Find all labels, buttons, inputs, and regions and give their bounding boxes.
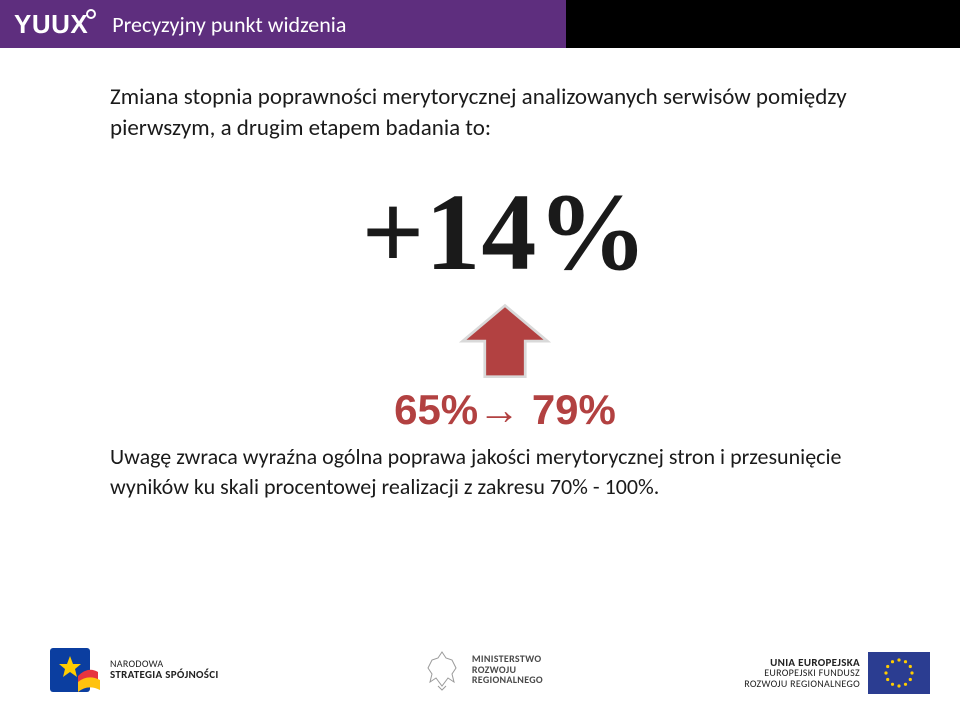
lead-text: Zmiana stopnia poprawności merytorycznej… xyxy=(110,82,870,144)
nss-text: NARODOWA STRATEGIA SPÓJNOŚCI xyxy=(110,659,219,681)
nss-line2: STRATEGIA SPÓJNOŚCI xyxy=(110,669,219,681)
footer-mrr: MINISTERSTWO ROZWOJU REGIONALNEGO xyxy=(420,646,543,694)
logo-text: YUUX xyxy=(14,9,88,40)
footer-eu: UNIA EUROPEJSKA EUROPEJSKI FUNDUSZ ROZWO… xyxy=(744,652,930,694)
mrr-text: MINISTERSTWO ROZWOJU REGIONALNEGO xyxy=(472,654,543,686)
header-bar: YUUX Precyzyjny punkt widzenia xyxy=(0,0,960,48)
up-arrow-icon xyxy=(459,302,551,382)
note-text: Uwagę zwraca wyraźna ogólna poprawa jako… xyxy=(110,442,890,501)
logo-ring-icon xyxy=(86,9,96,19)
range-arrow-icon: → xyxy=(478,386,520,433)
eagle-icon xyxy=(420,646,464,694)
header-title: Precyzyjny punkt widzenia xyxy=(112,11,346,38)
nss-badge-icon xyxy=(48,646,102,694)
range-from: 65% xyxy=(394,386,478,433)
logo: YUUX xyxy=(14,9,98,40)
footer: NARODOWA STRATEGIA SPÓJNOŚCI MINISTERSTW… xyxy=(0,646,960,694)
content: Zmiana stopnia poprawności merytorycznej… xyxy=(0,48,960,501)
eu-line3: ROZWOJU REGIONALNEGO xyxy=(744,679,860,690)
mrr-line3: REGIONALNEGO xyxy=(472,675,543,686)
eu-text: UNIA EUROPEJSKA EUROPEJSKI FUNDUSZ ROZWO… xyxy=(744,657,860,690)
range-line: 65%→ 79% xyxy=(110,386,900,434)
up-arrow-wrap xyxy=(110,302,900,382)
header-left: YUUX Precyzyjny punkt widzenia xyxy=(0,0,566,48)
eu-flag-icon xyxy=(868,652,930,694)
header-right xyxy=(566,0,960,48)
footer-nss: NARODOWA STRATEGIA SPÓJNOŚCI xyxy=(48,646,219,694)
big-percent: +14% xyxy=(110,169,900,296)
range-to: 79% xyxy=(532,386,616,433)
